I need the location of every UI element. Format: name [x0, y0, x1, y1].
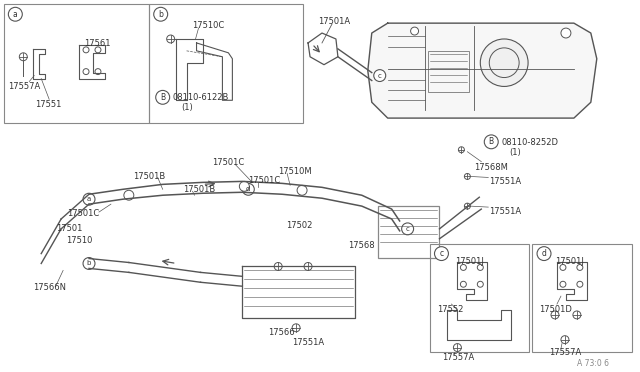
Circle shape: [489, 48, 519, 77]
Text: B: B: [489, 137, 494, 146]
Bar: [148, 4, 303, 123]
Text: 17557A: 17557A: [549, 347, 581, 356]
Circle shape: [374, 70, 386, 81]
Circle shape: [243, 183, 254, 195]
Circle shape: [274, 263, 282, 270]
Circle shape: [560, 281, 566, 287]
Circle shape: [577, 281, 583, 287]
Text: 17551A: 17551A: [489, 177, 522, 186]
Text: 17566N: 17566N: [33, 283, 67, 292]
Bar: [532, 244, 632, 353]
Text: 17501: 17501: [56, 224, 83, 233]
Text: 17557A: 17557A: [442, 353, 475, 362]
Circle shape: [292, 324, 300, 332]
Text: 17557A: 17557A: [8, 83, 40, 92]
Text: 17561: 17561: [84, 39, 111, 48]
Bar: [4, 4, 148, 123]
Circle shape: [8, 7, 22, 21]
Text: 08110-6122B: 08110-6122B: [173, 93, 229, 102]
Text: 17551A: 17551A: [489, 207, 522, 216]
Text: 17551A: 17551A: [292, 338, 324, 347]
Text: c: c: [440, 249, 444, 258]
Text: (1): (1): [509, 148, 521, 157]
Text: 08110-8252D: 08110-8252D: [501, 138, 558, 147]
Circle shape: [83, 257, 95, 269]
Circle shape: [551, 311, 559, 319]
Circle shape: [573, 311, 581, 319]
Circle shape: [465, 203, 470, 209]
Polygon shape: [368, 23, 596, 118]
Circle shape: [239, 182, 250, 191]
Circle shape: [95, 69, 101, 74]
Text: 17501C: 17501C: [67, 209, 99, 218]
Text: 17502: 17502: [286, 221, 312, 230]
Circle shape: [560, 264, 566, 270]
Text: 17552: 17552: [438, 305, 464, 314]
Text: 17510C: 17510C: [193, 21, 225, 30]
Text: 17510: 17510: [66, 236, 93, 245]
Bar: [429, 244, 529, 353]
Circle shape: [83, 193, 95, 205]
Circle shape: [577, 264, 583, 270]
Circle shape: [484, 135, 498, 149]
Circle shape: [460, 281, 467, 287]
Circle shape: [480, 39, 528, 86]
Text: b: b: [87, 260, 91, 266]
Text: c: c: [406, 226, 410, 232]
Text: A 73:0 6: A 73:0 6: [577, 359, 609, 368]
Circle shape: [561, 336, 569, 344]
Text: 17501J: 17501J: [555, 257, 584, 266]
Circle shape: [297, 185, 307, 195]
Circle shape: [95, 47, 101, 53]
Circle shape: [19, 53, 28, 61]
Text: 17501J: 17501J: [456, 257, 484, 266]
Text: 17510M: 17510M: [278, 167, 312, 176]
Circle shape: [411, 27, 419, 35]
Circle shape: [460, 264, 467, 270]
Text: 17568M: 17568M: [474, 163, 508, 171]
Text: 17501B: 17501B: [133, 171, 165, 180]
Text: 17566: 17566: [268, 328, 295, 337]
Circle shape: [83, 69, 89, 74]
Circle shape: [561, 28, 571, 38]
Circle shape: [435, 247, 449, 260]
Text: 17501D: 17501D: [539, 305, 572, 314]
Circle shape: [304, 263, 312, 270]
Circle shape: [156, 90, 170, 104]
Circle shape: [465, 173, 470, 179]
Circle shape: [154, 7, 168, 21]
Circle shape: [83, 47, 89, 53]
Circle shape: [166, 35, 175, 43]
Text: 17551: 17551: [35, 100, 61, 109]
Text: 17501C: 17501C: [248, 176, 280, 186]
Text: 17501B: 17501B: [182, 185, 215, 194]
Circle shape: [477, 264, 483, 270]
Circle shape: [537, 247, 551, 260]
Text: 17501C: 17501C: [212, 158, 244, 167]
Circle shape: [477, 281, 483, 287]
Bar: [428, 51, 469, 92]
Text: (1): (1): [182, 103, 193, 112]
Text: a: a: [87, 196, 91, 202]
Text: B: B: [160, 93, 165, 102]
Text: d: d: [246, 186, 250, 192]
Bar: [378, 206, 440, 257]
Circle shape: [402, 223, 413, 235]
Text: a: a: [13, 10, 18, 19]
Text: b: b: [158, 10, 163, 19]
Text: 17501A: 17501A: [318, 17, 350, 26]
Circle shape: [453, 344, 461, 352]
Circle shape: [458, 147, 465, 153]
Text: d: d: [541, 249, 547, 258]
Text: 17568: 17568: [348, 241, 374, 250]
Text: c: c: [378, 73, 381, 78]
Circle shape: [124, 190, 134, 200]
